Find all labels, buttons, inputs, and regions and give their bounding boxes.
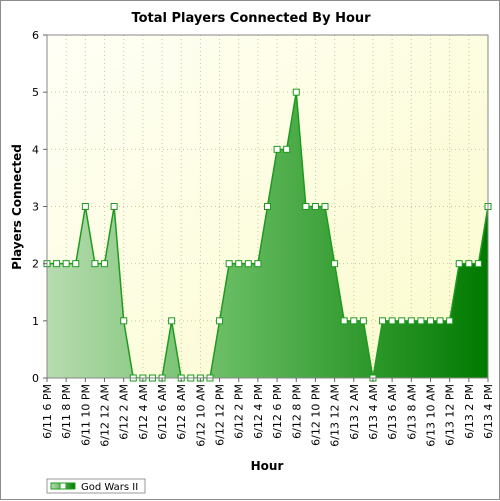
x-axis-ticks: 6/11 6 PM 6/11 8 PM 6/11 10 PM 6/12 12 AM 6/…: [41, 378, 495, 447]
x-tick-label: 6/11 6 PM: [41, 384, 54, 439]
data-point: [120, 317, 128, 325]
data-point: [350, 317, 358, 325]
y-axis-title: Players Connected: [10, 144, 24, 270]
x-tick-label: 6/12 6 PM: [271, 384, 284, 439]
x-tick-label: 6/13 2 PM: [463, 384, 476, 439]
data-point: [388, 317, 396, 325]
x-tick-label: 6/12 8 PM: [290, 384, 303, 439]
data-point: [244, 260, 252, 268]
data-point: [446, 317, 454, 325]
data-point: [216, 317, 224, 325]
y-tick-label: 4: [32, 143, 39, 156]
data-point: [311, 203, 319, 210]
y-tick-label: 6: [32, 29, 39, 42]
data-point: [254, 260, 262, 268]
data-point: [436, 317, 444, 325]
x-tick-label: 6/12 2 AM: [118, 384, 131, 440]
x-tick-label: 6/12 4 PM: [252, 384, 265, 439]
y-tick-label: 5: [32, 86, 39, 99]
x-tick-label: 6/13 4 PM: [482, 384, 495, 439]
data-point: [465, 260, 473, 268]
x-tick-label: 6/13 4 AM: [367, 384, 380, 440]
x-axis-title: Hour: [251, 459, 284, 473]
data-point: [168, 317, 176, 325]
data-point: [273, 145, 281, 153]
data-point: [91, 260, 99, 268]
x-tick-label: 6/12 12 AM: [99, 384, 112, 447]
data-point: [101, 260, 109, 268]
x-tick-label: 6/13 12 PM: [444, 384, 457, 446]
data-point: [321, 203, 329, 210]
data-point: [225, 260, 233, 268]
x-tick-label: 6/13 2 AM: [348, 384, 361, 440]
x-tick-label: 6/12 10 AM: [194, 384, 207, 447]
x-tick-label: 6/12 10 PM: [309, 384, 322, 446]
data-point: [53, 260, 61, 268]
x-tick-label: 6/12 6 AM: [156, 384, 169, 440]
data-point: [72, 260, 80, 268]
x-tick-label: 6/12 2 PM: [233, 384, 246, 439]
data-point: [407, 317, 415, 325]
data-point: [359, 317, 367, 325]
y-tick-label: 2: [32, 258, 39, 271]
data-point: [292, 88, 300, 96]
data-point: [379, 317, 387, 325]
data-point: [264, 203, 271, 210]
x-tick-label: 6/13 10 AM: [424, 384, 437, 447]
chart-title: Total Players Connected By Hour: [131, 11, 371, 26]
data-point: [110, 203, 118, 210]
x-tick-label: 6/11 10 PM: [79, 384, 92, 446]
legend: God Wars II: [46, 478, 146, 494]
y-tick-label: 0: [32, 372, 39, 385]
y-tick-label: 3: [32, 201, 39, 214]
x-tick-label: 6/11 8 PM: [60, 384, 73, 439]
y-tick-label: 1: [32, 315, 39, 328]
data-point: [62, 260, 70, 268]
x-tick-label: 6/12 12 PM: [214, 384, 227, 446]
data-point: [340, 317, 348, 325]
x-tick-label: 6/13 6 AM: [386, 384, 399, 440]
data-point: [283, 145, 291, 153]
data-point: [455, 260, 463, 268]
area-fill: [47, 92, 488, 378]
x-tick-label: 6/13 12 AM: [329, 384, 342, 447]
data-point: [81, 203, 89, 210]
data-point: [235, 260, 243, 268]
data-point: [398, 317, 406, 325]
data-point: [417, 317, 425, 325]
x-tick-label: 6/12 8 AM: [175, 384, 188, 440]
x-tick-label: 6/12 4 AM: [137, 384, 150, 440]
legend-label: God Wars II: [81, 482, 138, 493]
y-axis-ticks: 0 1 2 3 4 5 6: [32, 29, 47, 385]
data-point: [302, 203, 310, 210]
data-point: [331, 260, 339, 268]
x-tick-label: 6/13 8 AM: [405, 384, 418, 440]
data-point: [474, 260, 482, 268]
legend-marker: [59, 482, 67, 490]
data-point: [426, 317, 434, 325]
